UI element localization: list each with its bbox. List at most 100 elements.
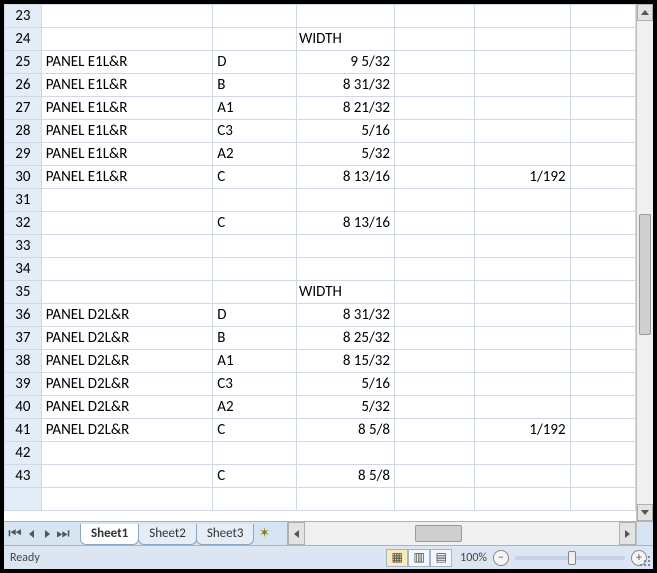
cell[interactable]: [395, 304, 475, 327]
cell[interactable]: PANEL D2L&R: [41, 373, 213, 396]
row-header[interactable]: 32: [5, 212, 42, 235]
row-header[interactable]: 31: [5, 189, 42, 212]
cell[interactable]: A2: [213, 143, 297, 166]
cell[interactable]: [395, 327, 475, 350]
cell[interactable]: 5/16: [297, 120, 395, 143]
cell[interactable]: [213, 488, 297, 511]
scroll-up-button[interactable]: [637, 4, 653, 21]
cell[interactable]: 8 25/32: [297, 327, 395, 350]
cell[interactable]: WIDTH: [297, 28, 395, 51]
cell[interactable]: [474, 51, 570, 74]
row-header[interactable]: 29: [5, 143, 42, 166]
cell[interactable]: [474, 74, 570, 97]
cell[interactable]: [570, 51, 635, 74]
cell[interactable]: [213, 442, 297, 465]
cell[interactable]: C: [213, 166, 297, 189]
new-sheet-button[interactable]: ✶: [253, 522, 275, 545]
cell[interactable]: PANEL E1L&R: [41, 143, 213, 166]
cell[interactable]: 9 5/32: [297, 51, 395, 74]
cell[interactable]: PANEL E1L&R: [41, 120, 213, 143]
cell[interactable]: [570, 97, 635, 120]
cell[interactable]: [395, 465, 475, 488]
cell[interactable]: [395, 5, 475, 28]
cell[interactable]: [474, 281, 570, 304]
cell[interactable]: [570, 327, 635, 350]
tab-nav-first[interactable]: ⏮: [8, 526, 22, 542]
zoom-out-button[interactable]: −: [493, 550, 509, 566]
cell[interactable]: 5/32: [297, 396, 395, 419]
cell[interactable]: A1: [213, 350, 297, 373]
cell[interactable]: D: [213, 51, 297, 74]
zoom-slider-knob[interactable]: [568, 551, 576, 565]
cell[interactable]: [395, 350, 475, 373]
tab-nav-last[interactable]: ⏭: [56, 526, 70, 542]
resize-grip-icon[interactable]: [638, 554, 650, 566]
cell[interactable]: [474, 143, 570, 166]
horizontal-scrollbar[interactable]: [287, 522, 636, 545]
cell[interactable]: B: [213, 74, 297, 97]
horizontal-scroll-track[interactable]: [305, 522, 619, 545]
cell[interactable]: [570, 258, 635, 281]
cell[interactable]: [395, 28, 475, 51]
view-page-layout-button[interactable]: ▥: [408, 549, 430, 567]
cell[interactable]: [570, 304, 635, 327]
cell[interactable]: [395, 235, 475, 258]
cell[interactable]: C3: [213, 120, 297, 143]
cell[interactable]: [570, 189, 635, 212]
cell[interactable]: [395, 258, 475, 281]
cell[interactable]: [570, 143, 635, 166]
cell[interactable]: 5/32: [297, 143, 395, 166]
cell[interactable]: [41, 235, 213, 258]
cell[interactable]: PANEL D2L&R: [41, 327, 213, 350]
cell[interactable]: [213, 189, 297, 212]
row-header[interactable]: 25: [5, 51, 42, 74]
cell[interactable]: [297, 442, 395, 465]
cell[interactable]: [570, 235, 635, 258]
cell[interactable]: 8 5/8: [297, 419, 395, 442]
cell[interactable]: WIDTH: [297, 281, 395, 304]
cell[interactable]: [570, 212, 635, 235]
cell[interactable]: [213, 5, 297, 28]
zoom-slider[interactable]: [515, 556, 625, 560]
view-normal-button[interactable]: ▦: [386, 549, 408, 567]
cell[interactable]: 1/192: [474, 166, 570, 189]
row-header[interactable]: 40: [5, 396, 42, 419]
cell[interactable]: [395, 281, 475, 304]
cell[interactable]: [474, 465, 570, 488]
sheet-tab[interactable]: Sheet2: [138, 524, 197, 545]
cell[interactable]: B: [213, 327, 297, 350]
cell[interactable]: [395, 396, 475, 419]
cell[interactable]: [570, 488, 635, 511]
scroll-down-button[interactable]: [637, 504, 653, 521]
cell[interactable]: [474, 327, 570, 350]
cell[interactable]: [474, 488, 570, 511]
row-header[interactable]: 26: [5, 74, 42, 97]
cell[interactable]: [474, 373, 570, 396]
scroll-left-button[interactable]: [288, 522, 305, 545]
cell[interactable]: [41, 212, 213, 235]
row-header[interactable]: 27: [5, 97, 42, 120]
cell[interactable]: [570, 74, 635, 97]
cell[interactable]: [395, 51, 475, 74]
cell[interactable]: 1/192: [474, 419, 570, 442]
vertical-scrollbar[interactable]: [636, 4, 653, 521]
cell[interactable]: [570, 442, 635, 465]
cell[interactable]: [395, 166, 475, 189]
cell[interactable]: PANEL E1L&R: [41, 166, 213, 189]
cell[interactable]: [395, 488, 475, 511]
cell[interactable]: [297, 189, 395, 212]
cell[interactable]: [570, 350, 635, 373]
cell[interactable]: 8 13/16: [297, 166, 395, 189]
cell[interactable]: [570, 28, 635, 51]
cell[interactable]: 8 13/16: [297, 212, 395, 235]
cell[interactable]: [395, 143, 475, 166]
zoom-percent[interactable]: 100%: [460, 551, 487, 565]
row-header[interactable]: 39: [5, 373, 42, 396]
cell[interactable]: A2: [213, 396, 297, 419]
cell[interactable]: [41, 281, 213, 304]
cell[interactable]: PANEL E1L&R: [41, 97, 213, 120]
cell[interactable]: [474, 235, 570, 258]
row-header[interactable]: [5, 488, 42, 511]
cell[interactable]: PANEL D2L&R: [41, 304, 213, 327]
row-header[interactable]: 35: [5, 281, 42, 304]
